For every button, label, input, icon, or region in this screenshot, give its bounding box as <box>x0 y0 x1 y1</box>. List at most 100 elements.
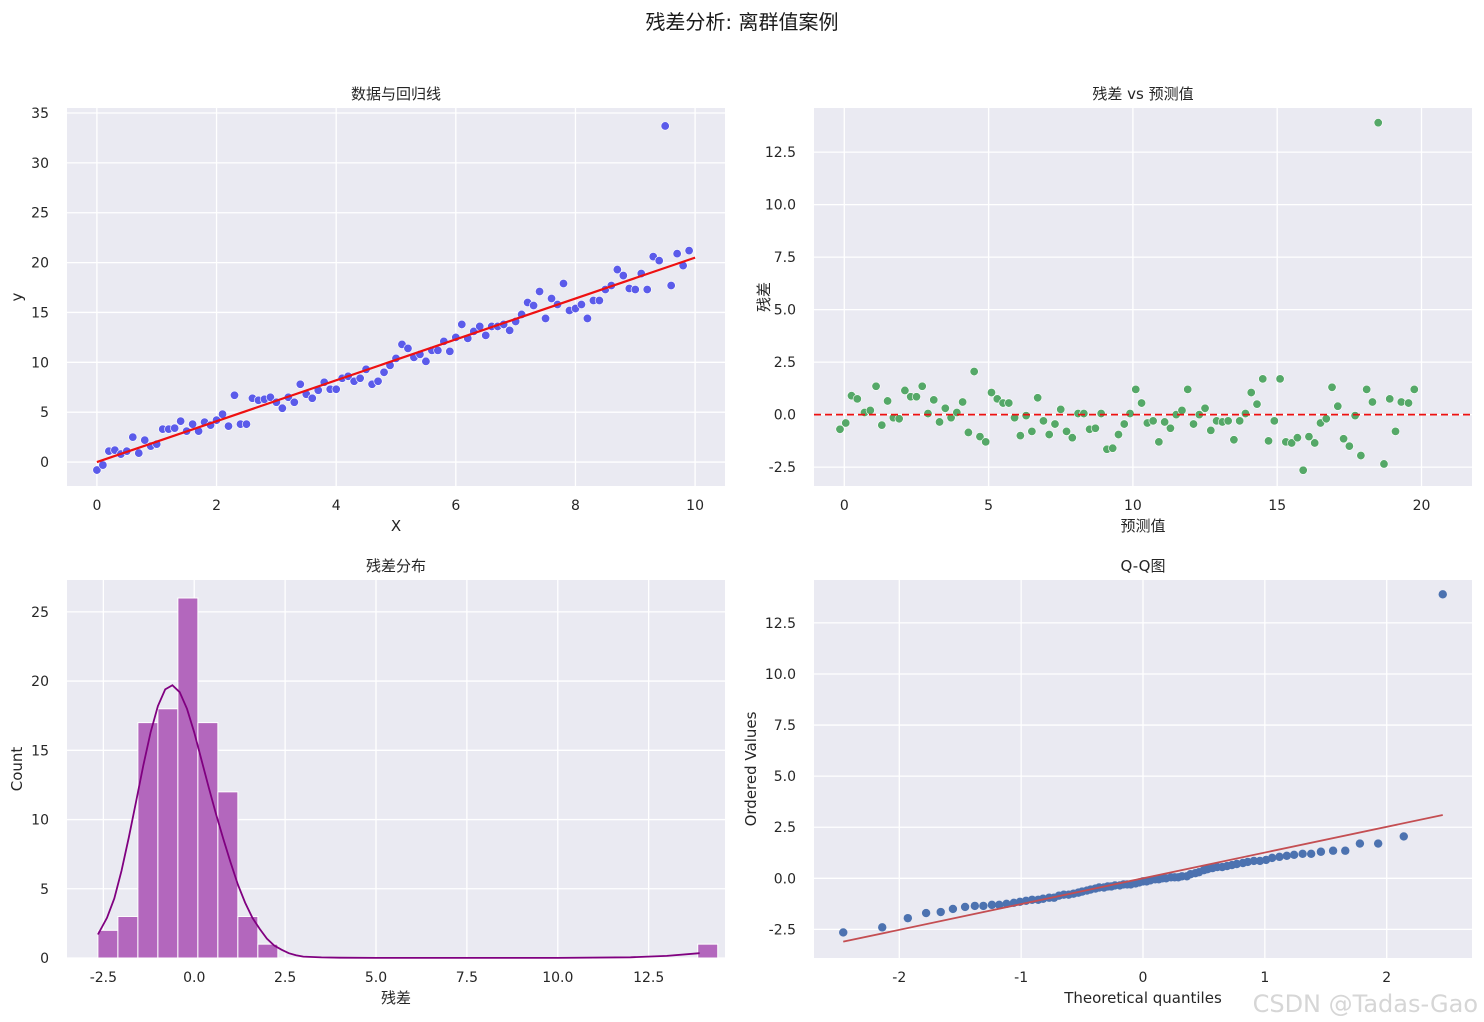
y-tick-label: 5.0 <box>774 769 796 785</box>
data-point <box>630 285 640 295</box>
y-tick-label: 5.0 <box>774 303 796 319</box>
data-point <box>140 435 150 445</box>
x-tick-label: 0.0 <box>183 970 205 986</box>
data-points <box>835 118 1419 475</box>
data-point <box>970 901 980 911</box>
y-tick-label: 10 <box>31 813 49 829</box>
data-point <box>481 330 491 340</box>
data-point <box>1316 847 1326 856</box>
data-point <box>958 397 968 407</box>
y-tick-label: 7.5 <box>774 718 796 734</box>
x-axis-label: X <box>391 517 401 535</box>
x-tick-label: 5 <box>984 498 993 514</box>
histogram-bar <box>237 915 259 959</box>
data-point <box>839 928 848 937</box>
data-point <box>963 427 973 437</box>
qq-reference-line <box>843 814 1443 943</box>
data-point <box>1067 433 1077 443</box>
data-point <box>379 367 389 377</box>
data-point <box>421 356 431 366</box>
data-point <box>935 417 945 427</box>
data-point <box>307 393 317 403</box>
data-point <box>1113 430 1123 440</box>
data-point <box>582 313 592 323</box>
data-point <box>684 246 694 256</box>
data-point <box>1119 419 1129 429</box>
data-point <box>660 121 670 131</box>
data-point <box>1108 443 1118 453</box>
x-tick-label: 2 <box>1382 970 1391 986</box>
data-point <box>1287 438 1297 448</box>
histogram-bar <box>697 943 719 959</box>
y-tick-label: 10.0 <box>765 198 796 214</box>
data-point <box>1050 419 1060 429</box>
data-point <box>403 343 413 353</box>
chart-residual-hist: -2.5 0.0 2.5 5.0 7.5 10.0 12.5 0 5 10 15 20 25 残差分布残差… <box>8 557 725 1007</box>
data-point <box>841 418 851 428</box>
y-tick-label: -2.5 <box>769 460 796 476</box>
data-point <box>331 384 341 394</box>
y-tick-label: 0 <box>40 951 49 967</box>
data-point <box>188 419 198 429</box>
data-point <box>295 379 305 389</box>
y-tick-label: 2.5 <box>774 355 796 371</box>
data-point <box>903 913 913 923</box>
data-point <box>940 403 950 413</box>
x-tick-label: 8 <box>571 498 580 514</box>
data-point <box>917 381 927 391</box>
data-point <box>911 392 921 402</box>
x-tick-label: 1 <box>1260 970 1269 986</box>
data-points <box>92 121 694 475</box>
x-tick-label: -1 <box>1014 970 1028 986</box>
data-point <box>948 904 958 914</box>
data-point <box>445 346 455 356</box>
data-point <box>1289 850 1299 860</box>
x-tick-label: 7.5 <box>456 970 478 986</box>
data-point <box>1200 403 1210 413</box>
data-point <box>373 376 383 386</box>
data-point <box>1183 384 1193 394</box>
data-point <box>865 405 875 415</box>
y-tick-label: 10 <box>31 355 49 371</box>
data-point <box>960 902 970 912</box>
data-point <box>1160 417 1170 427</box>
data-point <box>1027 426 1037 436</box>
data-point <box>1275 852 1284 862</box>
y-axis-label: Count <box>8 747 26 792</box>
data-point <box>541 313 551 323</box>
y-tick-label: 30 <box>31 156 49 172</box>
x-tick-label: -2 <box>892 970 906 986</box>
data-point <box>1240 409 1250 419</box>
y-tick-label: 0 <box>40 455 49 471</box>
plot-area <box>814 108 1472 486</box>
data-point <box>946 413 956 423</box>
data-point <box>1310 438 1320 448</box>
x-tick-label: 15 <box>1268 498 1286 514</box>
watermark-text: CSDN @Tadas-Gao <box>1252 990 1478 1018</box>
data-point <box>1328 846 1338 855</box>
chart-residuals-vs-pred: 0 5 10 15 20 -2.5 0.0 2.5 5.0 7.5 10.0 12.5 残差 vs 预测… <box>755 85 1472 535</box>
data-point <box>1306 849 1316 858</box>
data-point <box>1206 425 1216 435</box>
data-point <box>1165 423 1175 433</box>
chart-scatter-fit: 0 2 4 6 8 10 0 5 10 15 20 25 30 35 数据与回归线 Xy <box>8 85 725 535</box>
data-point <box>505 325 515 335</box>
data-point <box>1350 411 1360 421</box>
data-point <box>241 419 251 429</box>
data-point <box>1096 409 1106 419</box>
x-axis-label: 残差 <box>381 989 411 1007</box>
data-point <box>936 907 945 917</box>
data-point <box>672 249 682 259</box>
data-point <box>1385 394 1395 404</box>
data-point <box>923 409 933 419</box>
y-tick-label: 7.5 <box>774 250 796 266</box>
data-point <box>1333 401 1343 411</box>
y-tick-label: 0.0 <box>774 408 796 424</box>
data-point <box>981 437 991 447</box>
y-axis-label: 残差 <box>755 282 773 312</box>
data-point <box>1399 832 1408 841</box>
data-point <box>835 424 845 434</box>
data-point <box>666 281 676 291</box>
data-point <box>1379 459 1389 469</box>
data-point <box>1298 849 1307 858</box>
